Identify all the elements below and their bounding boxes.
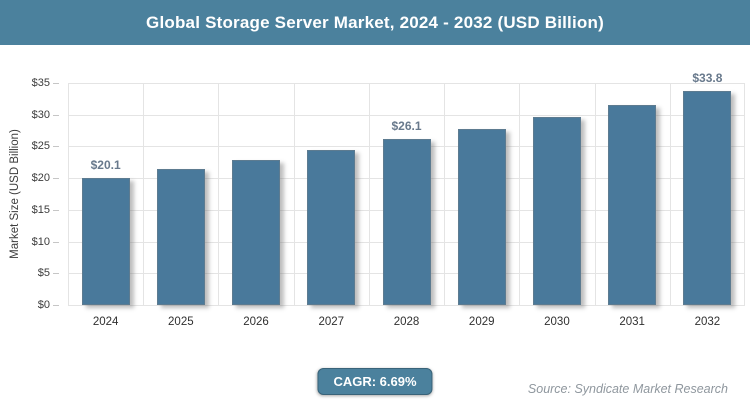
bar-value-label: $33.8	[692, 70, 723, 85]
bar-2029	[457, 128, 506, 305]
header-band: Global Storage Server Market, 2024 - 203…	[0, 0, 750, 45]
bar-2027	[307, 150, 356, 305]
gridline-vertical	[218, 83, 219, 305]
y-tick-label: $30	[31, 108, 50, 121]
gridline-vertical	[519, 83, 520, 305]
x-axis-label-2026: 2026	[243, 316, 269, 328]
y-tick-label: $25	[31, 140, 50, 153]
gridline-horizontal	[68, 83, 745, 84]
y-tick-label: $10	[31, 235, 50, 248]
x-axis-label-2029: 2029	[468, 316, 495, 328]
bar-2024	[81, 177, 130, 305]
x-axis: 2024 2025 2026 2027 2028 2029 2030 2031 2032	[68, 316, 745, 334]
x-axis-label-2027: 2027	[318, 316, 345, 328]
y-tick-label: $20	[31, 172, 50, 185]
y-tick-mark	[53, 241, 59, 243]
y-tick-mark	[53, 146, 59, 148]
page-title: Global Storage Server Market, 2024 - 203…	[146, 12, 604, 32]
y-tick-label: $15	[31, 203, 50, 216]
bar-2031	[608, 104, 657, 305]
y-tick-mark	[53, 83, 59, 84]
gridline-vertical	[369, 83, 370, 305]
bar-value-label: $20.1	[90, 157, 121, 172]
bar-2025	[156, 169, 205, 305]
y-tick-mark	[53, 178, 59, 180]
x-axis-label-2025: 2025	[168, 316, 194, 328]
y-tick-label: $0	[37, 299, 50, 311]
bar-2030	[532, 117, 581, 305]
y-tick-label: $5	[37, 267, 50, 280]
cagr-badge: CAGR: 6.69%	[317, 368, 433, 395]
x-axis-label-2031: 2031	[619, 316, 645, 328]
source-text: Source: Syndicate Market Research	[527, 382, 728, 396]
bar-value-label: $26.1	[391, 119, 422, 134]
gridline-horizontal	[68, 305, 745, 306]
gridline-vertical	[68, 83, 69, 305]
x-axis-label-2028: 2028	[393, 316, 420, 328]
bar-2028	[382, 139, 431, 305]
y-tick-mark	[53, 114, 59, 116]
bar-2032	[683, 90, 732, 305]
gridline-vertical	[670, 83, 671, 305]
y-tick-mark	[53, 273, 59, 275]
gridline-vertical	[744, 83, 745, 305]
x-axis-label-2032: 2032	[694, 316, 721, 328]
gridline-vertical	[294, 83, 295, 305]
gridline-vertical	[143, 83, 144, 305]
y-tick-mark	[53, 209, 59, 211]
y-axis: $0 $5 $10 $15 $20 $25 $30 $35	[0, 77, 62, 311]
gridline-vertical	[595, 83, 596, 305]
gridline-horizontal	[68, 114, 745, 116]
y-tick-mark	[53, 305, 59, 306]
x-axis-label-2024: 2024	[92, 316, 119, 328]
x-axis-label-2030: 2030	[544, 316, 570, 328]
plot-area: $20.1 $26.1 $33.8	[68, 71, 745, 306]
y-tick-label: $35	[31, 77, 50, 89]
bar-2026	[232, 159, 281, 305]
gridline-vertical	[444, 83, 445, 305]
